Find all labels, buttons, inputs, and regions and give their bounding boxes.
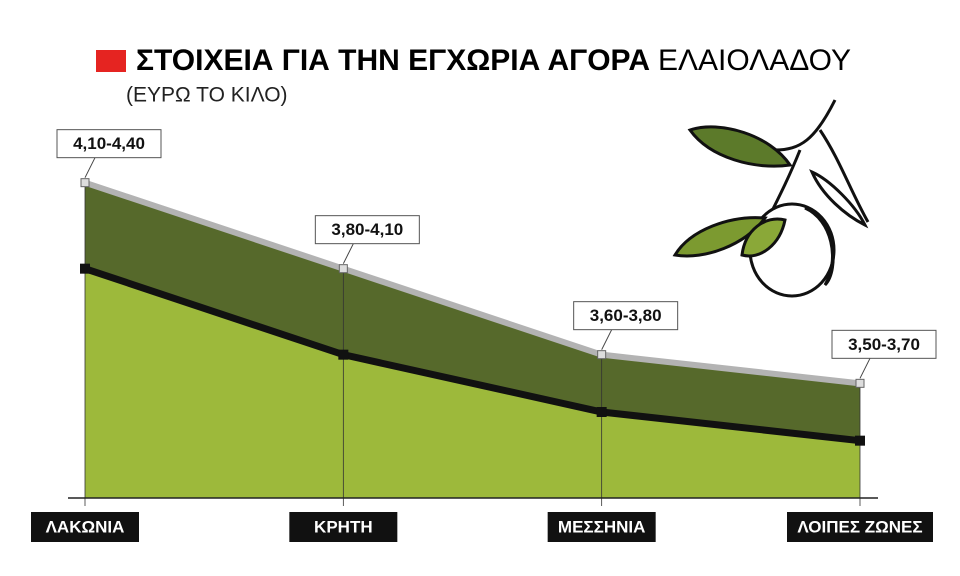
category-box [547,512,656,542]
upper-line [84,179,861,387]
title-regular: ΕΛΑΙΟΛΑΔΟΥ [658,44,851,77]
x-tick-label: ΛΑΚΩΝΙΑ [46,517,125,536]
chart-title: ΣΤΟΙΧΕΙΑ ΓΙΑ ΤΗΝ ΕΓΧΩΡΙΑ ΑΓΟΡΑ ΕΛΑΙΟΛΑΔΟΥ [136,44,851,77]
label-leader [342,243,354,264]
value-label-box [314,215,420,245]
plot-area: ΛΑΚΩΝΙΑ 4,10-4,40 ΚΡΗΤΗ 3,80-4,10 ΜΕΣΣΗΝΙΑ 3,… [31,129,937,542]
value-label-box [573,301,679,331]
lower-marker [80,263,90,274]
chart-subtitle: (ΕΥΡΩ ΤΟ ΚΙΛΟ) [126,84,288,107]
label-leader [601,329,613,350]
category-box [289,512,398,542]
value-label-box [831,329,937,359]
category-box [787,512,933,542]
lower-line [83,265,861,445]
label-leader [859,358,871,379]
lower-marker [596,407,607,417]
value-label: 3,80-4,10 [331,220,403,239]
lower-area [85,268,860,498]
category-box [31,512,139,542]
upper-marker [338,264,348,274]
upper-marker [855,378,865,388]
value-label: 4,10-4,40 [73,134,145,153]
value-label-box [56,129,162,159]
upper-marker [80,178,90,188]
olive-illustration [672,99,870,298]
lower-marker [855,435,865,446]
x-tick-label: ΜΕΣΣΗΝΙΑ [558,517,645,536]
label-leader [84,157,96,178]
x-tick-label: ΚΡΗΤΗ [314,517,373,536]
upper-marker [597,350,607,360]
value-label: 3,50-3,70 [848,335,920,354]
lower-marker [338,349,349,360]
value-label: 3,60-3,80 [590,306,662,325]
x-tick-label: ΛΟΙΠΕΣ ΖΩΝΕΣ [797,517,922,536]
title-marker [96,50,126,72]
title-bold: ΣΤΟΙΧΕΙΑ ΓΙΑ ΤΗΝ ΕΓΧΩΡΙΑ ΑΓΟΡΑ [136,44,650,77]
